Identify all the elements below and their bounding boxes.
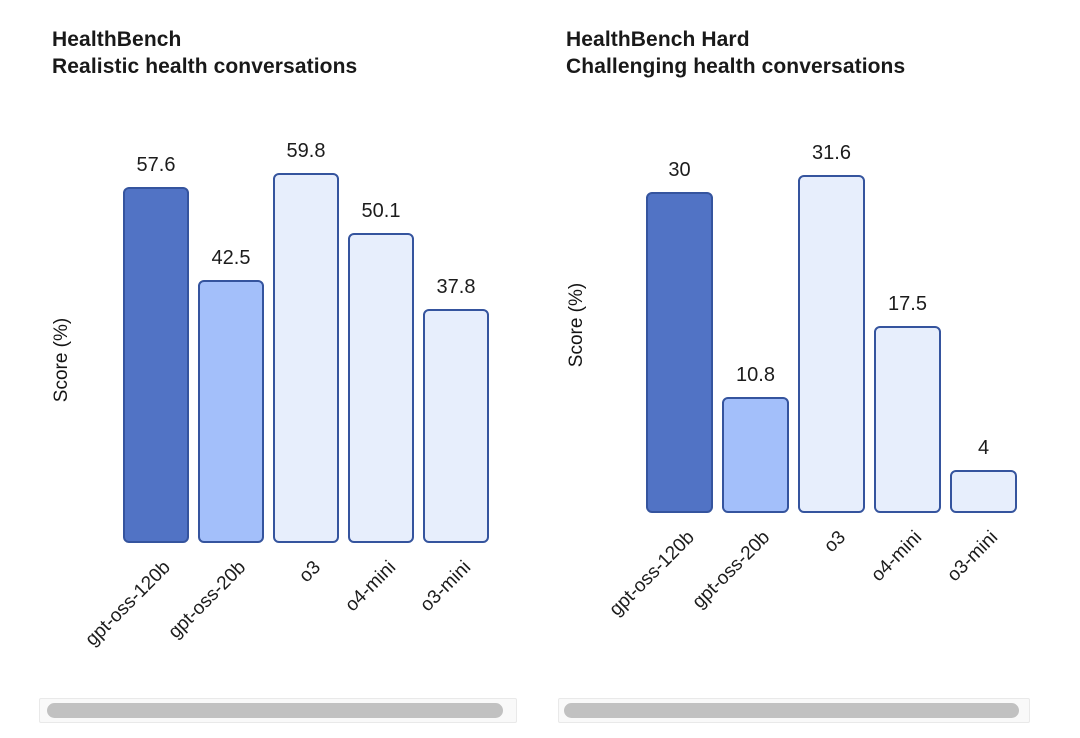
- x-tick-label-o3-mini: o3-mini: [943, 527, 1003, 586]
- chart-title-block: HealthBench Realistic health conversatio…: [52, 26, 357, 80]
- y-axis-label: Score (%): [566, 282, 587, 368]
- bar-o3-mini[interactable]: [950, 470, 1017, 513]
- x-tick-label-o3: o3: [295, 557, 325, 587]
- x-tick-label-o4-mini: o4-mini: [340, 557, 400, 616]
- healthbench-hard-chart-panel: HealthBench Hard Challenging health conv…: [540, 0, 1080, 738]
- x-tick-label-gpt-oss-120b: gpt-oss-120b: [605, 527, 699, 621]
- bar-o4-mini[interactable]: [348, 233, 414, 543]
- bar-gpt-oss-120b[interactable]: [646, 192, 713, 513]
- bar-value-label: 57.6: [136, 154, 176, 176]
- bar-o4-mini[interactable]: [874, 326, 941, 513]
- chart-title: HealthBench Hard: [566, 28, 750, 51]
- bar-gpt-oss-20b[interactable]: [722, 397, 789, 513]
- x-tick-label-gpt-oss-120b: gpt-oss-120b: [81, 557, 175, 651]
- chart-title-block: HealthBench Hard Challenging health conv…: [566, 26, 905, 80]
- chart-subtitle: Realistic health conversations: [52, 55, 358, 78]
- scrollbar-thumb[interactable]: [47, 703, 503, 718]
- horizontal-scrollbar[interactable]: [558, 698, 1030, 723]
- bar-gpt-oss-20b[interactable]: [198, 280, 264, 543]
- healthbench-chart-panel: HealthBench Realistic health conversatio…: [39, 26, 517, 723]
- scrollbar-thumb[interactable]: [564, 703, 1019, 718]
- bar-value-label: 17.5: [888, 293, 927, 315]
- x-tick-label-gpt-oss-20b: gpt-oss-20b: [688, 527, 775, 613]
- bar-value-label: 10.8: [736, 364, 775, 386]
- chart-subtitle: Challenging health conversations: [566, 55, 906, 78]
- horizontal-scrollbar[interactable]: [39, 698, 517, 723]
- bar-gpt-oss-120b[interactable]: [123, 187, 189, 543]
- bar-o3[interactable]: [273, 173, 339, 543]
- bar-value-label: 31.6: [812, 142, 851, 164]
- bar-value-label: 59.8: [286, 140, 326, 162]
- y-axis-label: Score (%): [51, 317, 72, 403]
- x-tick-label-o4-mini: o4-mini: [867, 527, 927, 586]
- x-tick-label-o3-mini: o3-mini: [415, 557, 475, 616]
- bar-value-label: 42.5: [211, 247, 251, 269]
- bar-value-label: 50.1: [361, 200, 401, 222]
- bar-value-label: 37.8: [436, 276, 476, 298]
- bar-o3-mini[interactable]: [423, 309, 489, 543]
- chart-title: HealthBench: [52, 28, 182, 51]
- x-tick-label-o3: o3: [820, 527, 851, 557]
- bar-value-label: 30: [668, 159, 691, 181]
- bar-value-label: 4: [977, 437, 990, 459]
- bar-o3[interactable]: [798, 175, 865, 513]
- x-tick-label-gpt-oss-20b: gpt-oss-20b: [164, 557, 250, 643]
